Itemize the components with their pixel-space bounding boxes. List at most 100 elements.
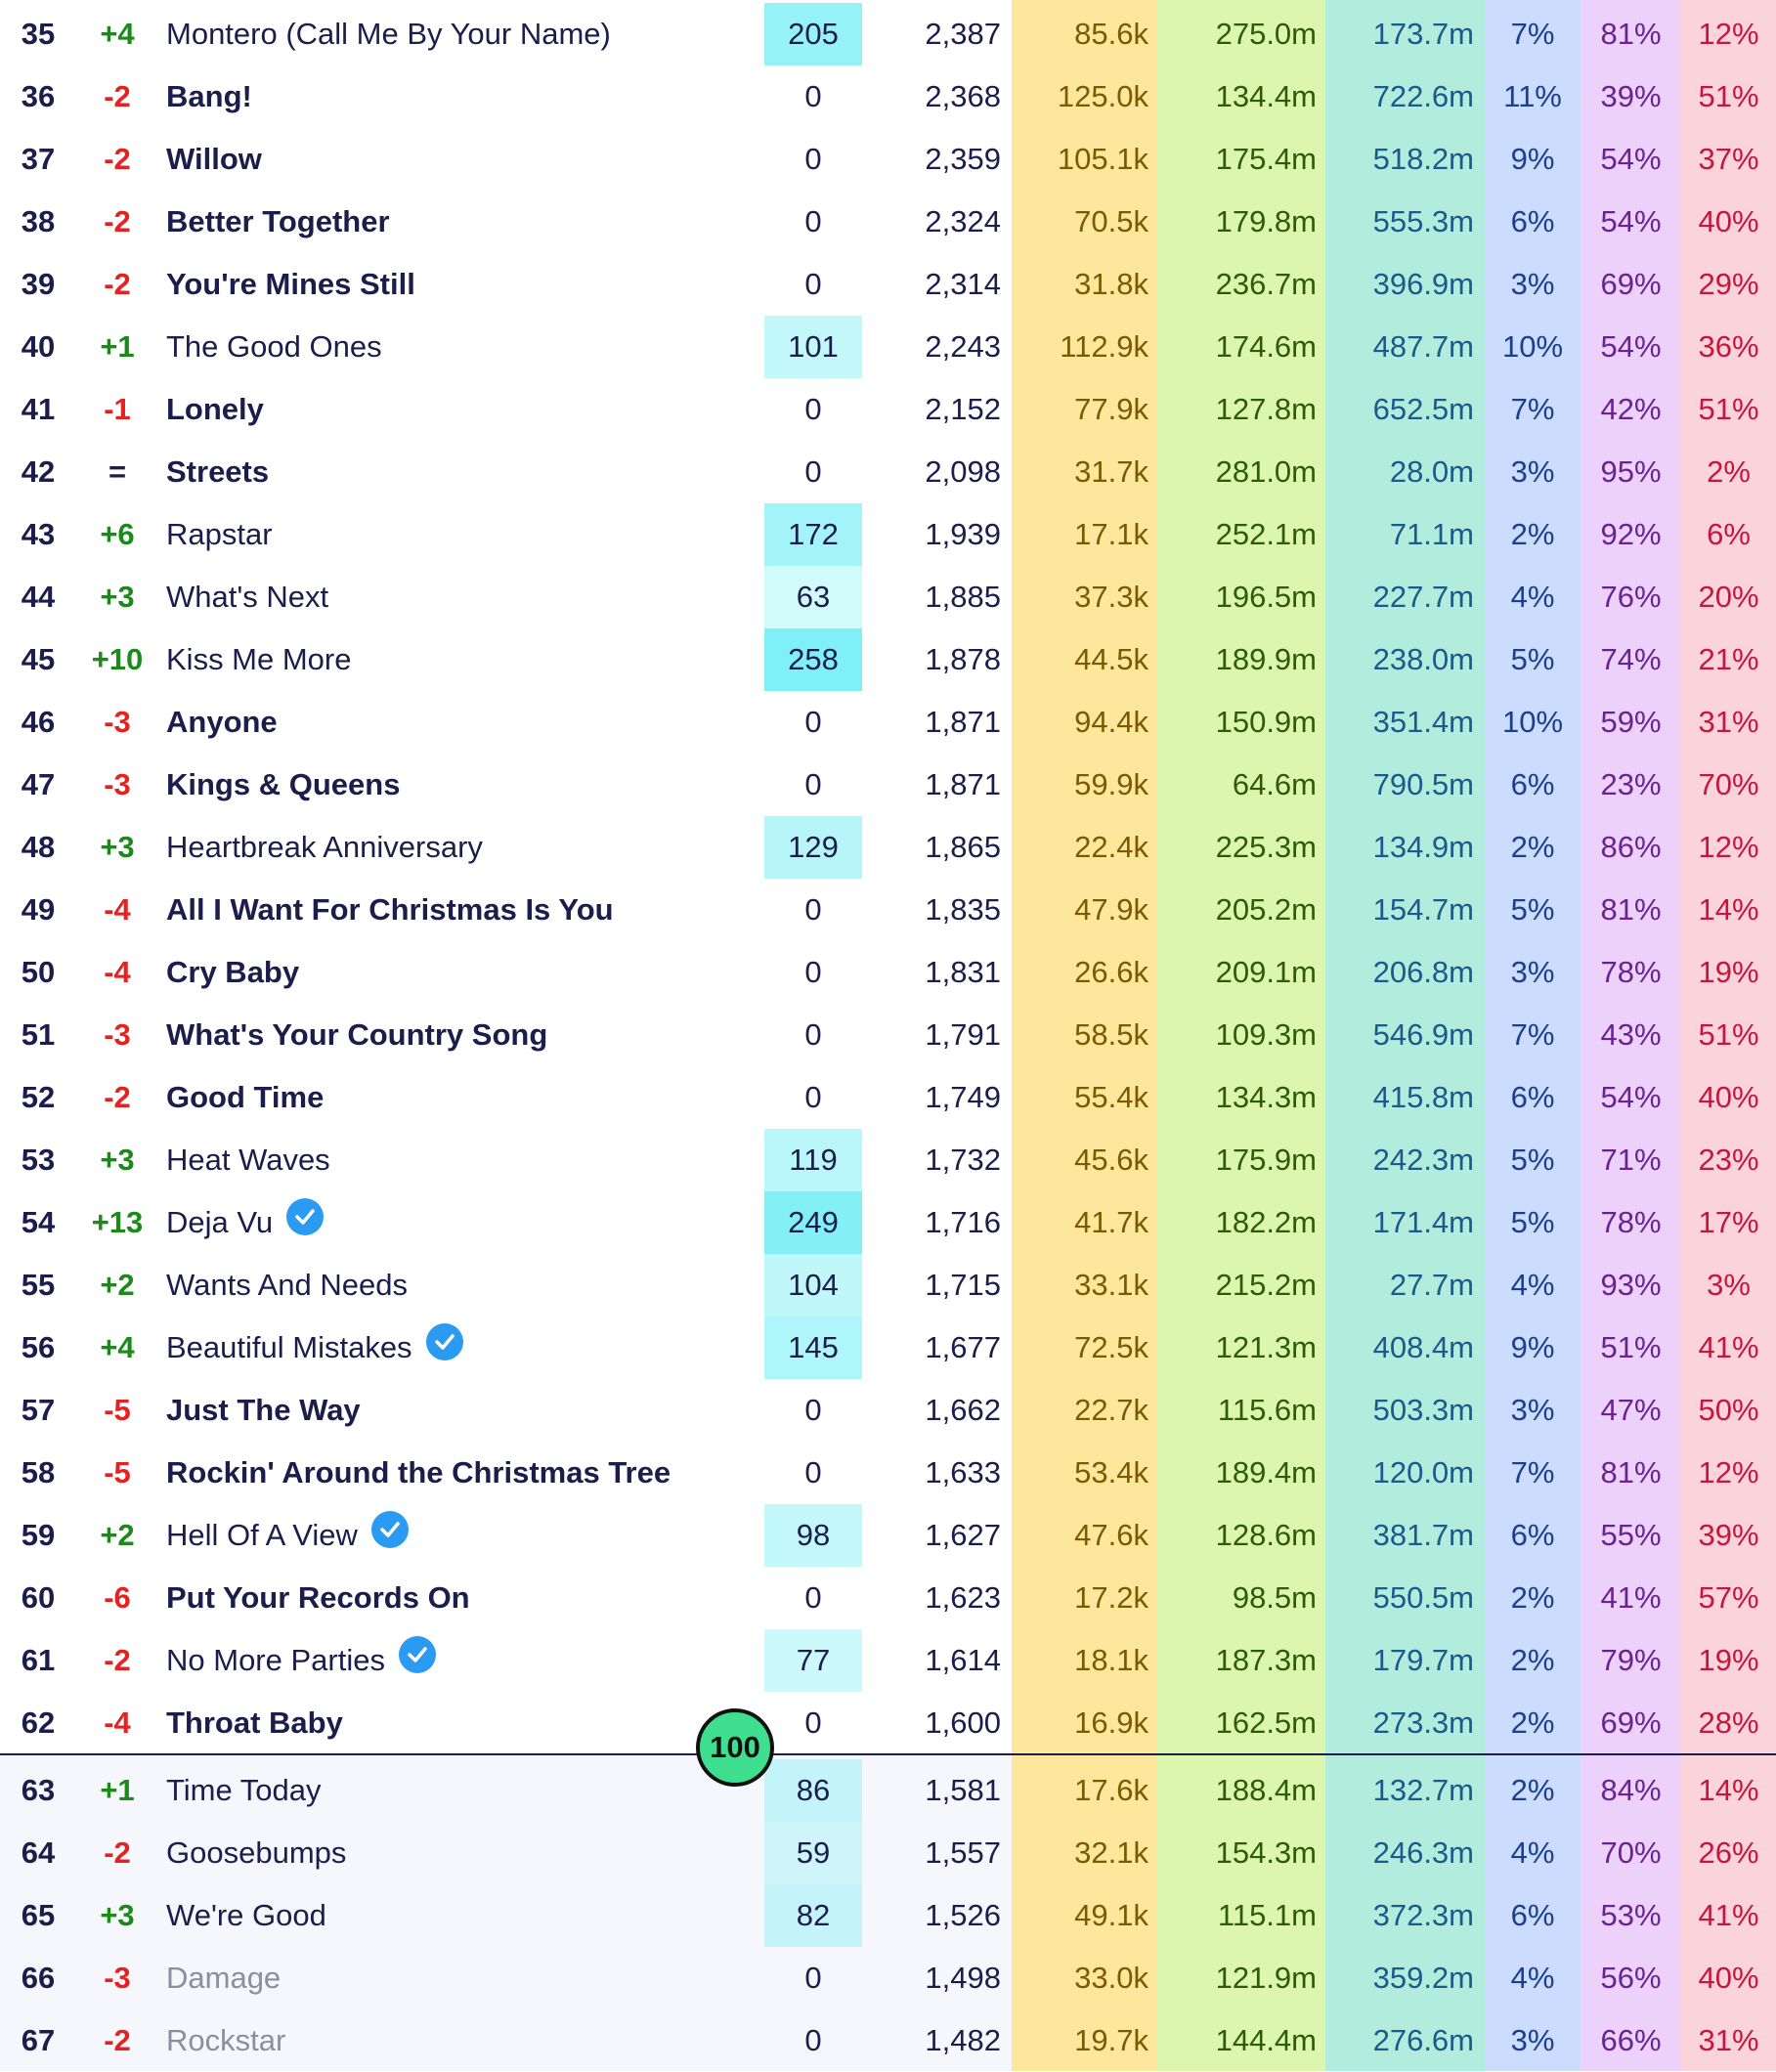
spins-cell: 0 bbox=[804, 454, 822, 489]
table-row[interactable]: 40 +1 The Good Ones 101 2,243 112.9k 174… bbox=[0, 316, 1776, 378]
change-cell: +3 bbox=[100, 830, 135, 864]
table-row[interactable]: 65 +3 We're Good 82 1,526 49.1k 115.1m 3… bbox=[0, 1884, 1776, 1947]
table-row[interactable]: 52 -2 Good Time 0 1,749 55.4k 134.3m 415… bbox=[0, 1066, 1776, 1129]
song-title[interactable]: Better Together bbox=[166, 191, 390, 253]
table-row[interactable]: 49 -4 All I Want For Christmas Is You 0 … bbox=[0, 879, 1776, 941]
song-title[interactable]: Beautiful Mistakes bbox=[166, 1317, 463, 1379]
table-row[interactable]: 55 +2 Wants And Needs 104 1,715 33.1k 21… bbox=[0, 1254, 1776, 1317]
song-title[interactable]: Bang! bbox=[166, 65, 252, 128]
song-title[interactable]: Montero (Call Me By Your Name) bbox=[166, 3, 611, 65]
streams-cell: 196.5m bbox=[1215, 580, 1317, 614]
points-cell: 1,749 bbox=[925, 1080, 1001, 1114]
song-title[interactable]: Rapstar bbox=[166, 503, 273, 566]
table-row[interactable]: 39 -2 You're Mines Still 0 2,314 31.8k 2… bbox=[0, 253, 1776, 316]
song-title[interactable]: Kings & Queens bbox=[166, 754, 400, 816]
total-cell: 246.3m bbox=[1372, 1835, 1474, 1870]
total-cell: 503.3m bbox=[1372, 1393, 1474, 1427]
song-title[interactable]: Deja Vu bbox=[166, 1191, 325, 1254]
pct3-cell: 70% bbox=[1698, 767, 1759, 801]
table-row[interactable]: 58 -5 Rockin' Around the Christmas Tree … bbox=[0, 1442, 1776, 1504]
song-title[interactable]: Streets bbox=[166, 441, 269, 503]
table-row[interactable]: 63 +1 Time Today 86 1,581 17.6k 188.4m 1… bbox=[0, 1759, 1776, 1822]
song-title[interactable]: Lonely bbox=[166, 378, 264, 441]
song-title-text: The Good Ones bbox=[166, 329, 382, 364]
pct2-column-stripe bbox=[1581, 0, 1681, 2071]
change-cell: +4 bbox=[100, 17, 135, 51]
plays-cell: 44.5k bbox=[1074, 642, 1148, 676]
pct2-cell: 71% bbox=[1600, 1143, 1662, 1177]
song-title[interactable]: Heat Waves bbox=[166, 1129, 330, 1191]
table-row[interactable]: 60 -6 Put Your Records On 0 1,623 17.2k … bbox=[0, 1567, 1776, 1629]
change-cell: -3 bbox=[104, 1961, 131, 1995]
song-title[interactable]: Rockstar bbox=[166, 2009, 285, 2072]
table-row[interactable]: 45 +10 Kiss Me More 258 1,878 44.5k 189.… bbox=[0, 628, 1776, 691]
table-row[interactable]: 54 +13 Deja Vu 249 1,716 41.7k 182.2m 17… bbox=[0, 1191, 1776, 1254]
table-row[interactable]: 53 +3 Heat Waves 119 1,732 45.6k 175.9m … bbox=[0, 1129, 1776, 1191]
table-row[interactable]: 64 -2 Goosebumps 59 1,557 32.1k 154.3m 2… bbox=[0, 1822, 1776, 1884]
rank-cell: 64 bbox=[21, 1835, 56, 1870]
change-cell: -1 bbox=[104, 392, 131, 426]
table-row[interactable]: 43 +6 Rapstar 172 1,939 17.1k 252.1m 71.… bbox=[0, 503, 1776, 566]
table-row[interactable]: 36 -2 Bang! 0 2,368 125.0k 134.4m 722.6m… bbox=[0, 65, 1776, 128]
change-cell: +13 bbox=[91, 1205, 144, 1239]
table-row[interactable]: 35 +4 Montero (Call Me By Your Name) 205… bbox=[0, 3, 1776, 65]
pct1-cell: 2% bbox=[1510, 1643, 1555, 1677]
spins-cell: 249 bbox=[764, 1191, 862, 1254]
spins-cell: 101 bbox=[764, 316, 862, 378]
song-title[interactable]: What's Your Country Song bbox=[166, 1004, 547, 1066]
table-row[interactable]: 37 -2 Willow 0 2,359 105.1k 175.4m 518.2… bbox=[0, 128, 1776, 191]
table-row[interactable]: 44 +3 What's Next 63 1,885 37.3k 196.5m … bbox=[0, 566, 1776, 628]
song-title[interactable]: Just The Way bbox=[166, 1379, 361, 1442]
plays-cell: 31.8k bbox=[1074, 267, 1148, 301]
streams-cell: 225.3m bbox=[1215, 830, 1317, 864]
song-title[interactable]: Goosebumps bbox=[166, 1822, 346, 1884]
song-title[interactable]: Anyone bbox=[166, 691, 278, 754]
table-row[interactable]: 41 -1 Lonely 0 2,152 77.9k 127.8m 652.5m… bbox=[0, 378, 1776, 441]
table-row[interactable]: 48 +3 Heartbreak Anniversary 129 1,865 2… bbox=[0, 816, 1776, 879]
song-title-text: Rapstar bbox=[166, 517, 273, 551]
streams-cell: 128.6m bbox=[1215, 1518, 1317, 1552]
table-row[interactable]: 38 -2 Better Together 0 2,324 70.5k 179.… bbox=[0, 191, 1776, 253]
song-title[interactable]: Hell Of A View bbox=[166, 1504, 409, 1567]
points-cell: 1,715 bbox=[925, 1268, 1001, 1302]
song-title-text: Goosebumps bbox=[166, 1835, 347, 1870]
table-row[interactable]: 51 -3 What's Your Country Song 0 1,791 5… bbox=[0, 1004, 1776, 1066]
table-row[interactable]: 67 -2 Rockstar 0 1,482 19.7k 144.4m 276.… bbox=[0, 2009, 1776, 2072]
spins-cell: 77 bbox=[764, 1629, 862, 1692]
song-title[interactable]: Damage bbox=[166, 1947, 281, 2009]
song-title[interactable]: No More Parties bbox=[166, 1629, 436, 1692]
song-title[interactable]: Time Today bbox=[166, 1759, 322, 1822]
song-title[interactable]: Willow bbox=[166, 128, 262, 191]
song-title[interactable]: You're Mines Still bbox=[166, 253, 415, 316]
song-title[interactable]: Cry Baby bbox=[166, 941, 299, 1004]
song-title[interactable]: Throat Baby bbox=[166, 1692, 343, 1754]
song-title[interactable]: Heartbreak Anniversary bbox=[166, 816, 483, 879]
table-row[interactable]: 50 -4 Cry Baby 0 1,831 26.6k 209.1m 206.… bbox=[0, 941, 1776, 1004]
song-title[interactable]: We're Good bbox=[166, 1884, 326, 1947]
song-title[interactable]: Good Time bbox=[166, 1066, 324, 1129]
total-cell: 359.2m bbox=[1372, 1961, 1474, 1995]
table-row[interactable]: 57 -5 Just The Way 0 1,662 22.7k 115.6m … bbox=[0, 1379, 1776, 1442]
table-row[interactable]: 62 -4 Throat Baby 0 1,600 16.9k 162.5m 2… bbox=[0, 1692, 1776, 1754]
song-title[interactable]: Put Your Records On bbox=[166, 1567, 470, 1629]
song-title[interactable]: The Good Ones bbox=[166, 316, 382, 378]
song-title-text: Lonely bbox=[166, 392, 264, 426]
song-title[interactable]: Rockin' Around the Christmas Tree bbox=[166, 1442, 671, 1504]
table-row[interactable]: 61 -2 No More Parties 77 1,614 18.1k 187… bbox=[0, 1629, 1776, 1692]
spins-cell: 0 bbox=[804, 767, 822, 801]
plays-cell: 22.7k bbox=[1074, 1393, 1148, 1427]
song-title[interactable]: Kiss Me More bbox=[166, 628, 351, 691]
table-row[interactable]: 59 +2 Hell Of A View 98 1,627 47.6k 128.… bbox=[0, 1504, 1776, 1567]
song-title[interactable]: All I Want For Christmas Is You bbox=[166, 879, 614, 941]
plays-cell: 22.4k bbox=[1074, 830, 1148, 864]
plays-cell: 70.5k bbox=[1074, 204, 1148, 238]
pct1-cell: 5% bbox=[1510, 642, 1555, 676]
table-row[interactable]: 56 +4 Beautiful Mistakes 145 1,677 72.5k… bbox=[0, 1317, 1776, 1379]
song-title-text: What's Next bbox=[166, 580, 329, 614]
table-row[interactable]: 66 -3 Damage 0 1,498 33.0k 121.9m 359.2m… bbox=[0, 1947, 1776, 2009]
song-title[interactable]: What's Next bbox=[166, 566, 328, 628]
table-row[interactable]: 47 -3 Kings & Queens 0 1,871 59.9k 64.6m… bbox=[0, 754, 1776, 816]
table-row[interactable]: 46 -3 Anyone 0 1,871 94.4k 150.9m 351.4m… bbox=[0, 691, 1776, 754]
table-row[interactable]: 42 = Streets 0 2,098 31.7k 281.0m 28.0m … bbox=[0, 441, 1776, 503]
song-title[interactable]: Wants And Needs bbox=[166, 1254, 408, 1317]
